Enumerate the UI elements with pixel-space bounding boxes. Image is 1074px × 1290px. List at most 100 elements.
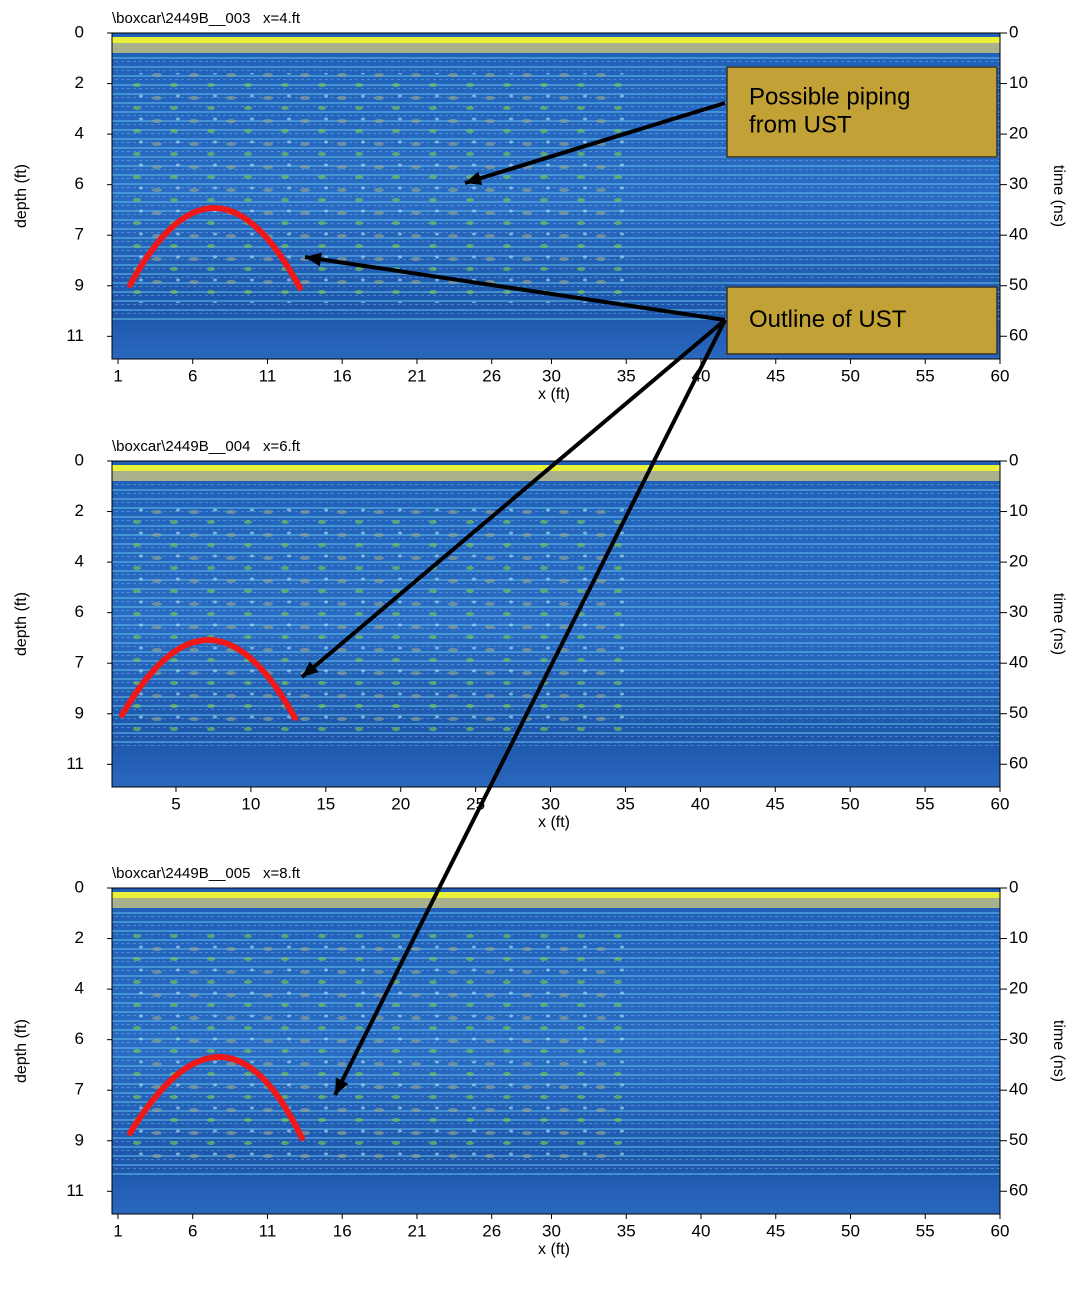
ust-outline [119,637,298,721]
surface-band [112,43,1000,53]
y-axis-label: depth (ft) [13,164,30,228]
x-tick-label: 26 [482,366,501,385]
y2-tick-label: 0 [1009,450,1018,469]
x-tick-label: 20 [391,794,410,813]
y2-axis-label: time (ns) [1050,1020,1067,1082]
y-tick-label: 7 [75,225,84,244]
x-tick-label: 60 [991,794,1010,813]
x-tick-label: 10 [241,794,260,813]
x-tick-label: 6 [188,366,197,385]
y2-tick-label: 50 [1009,703,1028,722]
y-axis-label: depth (ft) [13,1019,30,1083]
x-tick-label: 11 [259,366,277,385]
y-tick-label: 7 [75,653,84,672]
y-tick-label: 6 [75,602,84,621]
radargram-texture [132,501,632,731]
x-tick-label: 55 [916,1221,935,1240]
x-tick-label: 6 [188,1221,197,1240]
x-tick-label: 35 [617,1221,636,1240]
y2-tick-label: 30 [1009,1029,1028,1048]
y-tick-label: 11 [66,326,84,345]
y2-axis-label: time (ns) [1050,165,1067,227]
y2-tick-label: 30 [1009,602,1028,621]
y2-tick-label: 40 [1009,225,1028,244]
x-tick-label: 45 [766,794,785,813]
arrow-head [302,661,319,677]
annotation-text: Possible piping [749,83,910,110]
y2-tick-label: 60 [1009,1181,1028,1200]
x-axis-label: x (ft) [538,386,570,403]
ust-outline [127,205,303,291]
y2-tick-label: 20 [1009,552,1028,571]
y2-tick-label: 40 [1009,653,1028,672]
y2-tick-label: 20 [1009,124,1028,143]
x-tick-label: 35 [617,366,636,385]
x-tick-label: 35 [616,794,635,813]
y-tick-label: 11 [66,754,84,773]
annotation-arrow [464,101,726,185]
panel-title: \boxcar\2449B__004 x=6.ft [112,438,301,455]
arrow-head [335,1077,349,1095]
plot-frame [111,887,1001,1215]
x-tick-label: 50 [841,794,860,813]
plot-frame [111,32,1001,360]
y-tick-label: 4 [75,124,84,143]
annotation-arrow [333,319,727,1096]
surface-band [112,898,1000,908]
x-tick-label: 55 [916,366,935,385]
x-tick-label: 55 [916,794,935,813]
x-tick-label: 16 [333,366,352,385]
y2-tick-label: 10 [1009,928,1028,947]
x-tick-label: 30 [541,794,560,813]
y-tick-label: 2 [75,73,84,92]
x-tick-label: 15 [316,794,335,813]
y2-tick-label: 40 [1009,1080,1028,1099]
y-tick-label: 0 [75,22,84,41]
y2-tick-label: 0 [1009,22,1018,41]
y-tick-label: 9 [75,275,84,294]
y-tick-label: 4 [75,552,84,571]
x-tick-label: 30 [542,1221,561,1240]
y2-tick-label: 10 [1009,501,1028,520]
arrow-head [465,171,483,185]
ust-outline [127,1054,305,1141]
y2-tick-label: 50 [1009,275,1028,294]
panel-title: \boxcar\2449B__003 x=4.ft [112,10,301,27]
x-tick-label: 26 [482,1221,501,1240]
annotation-arrow [300,318,727,679]
x-tick-label: 45 [766,366,785,385]
x-tick-label: 21 [408,366,427,385]
x-tick-label: 1 [113,1221,122,1240]
y2-axis-label: time (ns) [1050,593,1067,655]
y-tick-label: 2 [75,501,84,520]
y-tick-label: 7 [75,1080,84,1099]
y2-tick-label: 20 [1009,979,1028,998]
x-tick-label: 1 [113,366,122,385]
y-tick-label: 6 [75,1029,84,1048]
surface-band [112,471,1000,481]
surface-band [112,465,1000,471]
x-tick-label: 50 [841,366,860,385]
radargram-texture [132,928,632,1158]
y-tick-label: 0 [75,877,84,896]
x-tick-label: 40 [692,1221,711,1240]
y2-tick-label: 30 [1009,174,1028,193]
y-tick-label: 6 [75,174,84,193]
x-tick-label: 11 [259,1221,277,1240]
x-axis-label: x (ft) [538,814,570,831]
y-tick-label: 4 [75,979,84,998]
radargram-texture [132,73,632,303]
annotation-text: Outline of UST [749,306,907,333]
panel-title: \boxcar\2449B__005 x=8.ft [112,865,301,882]
y-tick-label: 2 [75,928,84,947]
y-axis-label: depth (ft) [13,592,30,656]
annotation-arrow [304,255,726,322]
x-tick-label: 21 [408,1221,427,1240]
x-tick-label: 5 [171,794,180,813]
annotation-box [726,286,998,355]
y-tick-label: 11 [66,1181,84,1200]
y2-tick-label: 50 [1009,1130,1028,1149]
annotation-box [726,66,998,158]
y-tick-label: 9 [75,1130,84,1149]
